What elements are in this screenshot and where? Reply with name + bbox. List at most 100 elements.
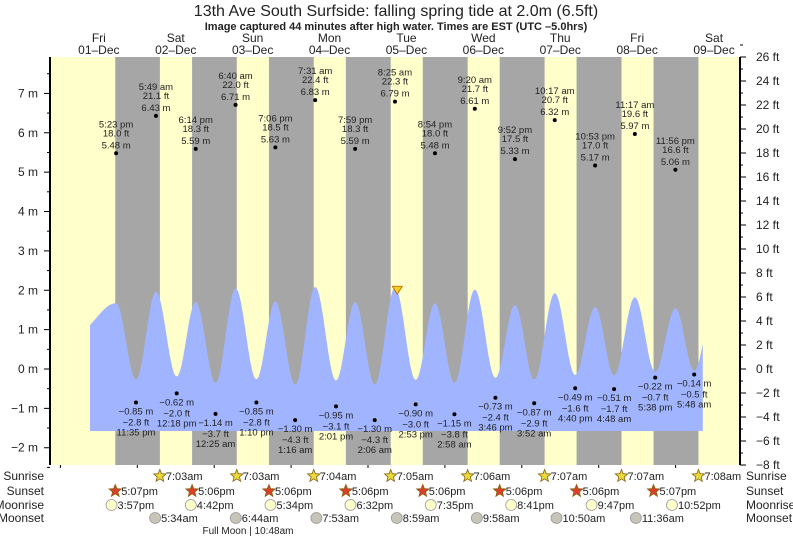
sunrise-icon [229,468,245,483]
right-axis-tick-label: 14 ft [756,194,780,208]
low-tide-m: −1.15 m [437,418,472,429]
low-tide-m: −0.87 m [517,407,552,418]
sunrise-time: 7:05am [397,471,434,483]
low-tide-point [293,418,298,423]
moon-phase-label: Full Moon | 10:48am [203,526,294,537]
high-tide-point [114,151,119,156]
moonrise-time: 7:35pm [437,500,474,512]
left-axis-tick-label: 1 m [18,323,38,337]
sunrise-icon [691,468,706,483]
moonrise-time: 4:42pm [197,500,234,512]
row-label-sunset-right: Sunset [746,484,784,498]
day-label-dow: Sat [167,31,186,45]
day-label-dow: Sun [242,31,263,45]
high-tide-point [472,106,477,111]
low-tide-time: 5:48 am [677,400,711,411]
high-tide-ft: 19.6 ft [622,109,649,120]
low-tide-ft: −0.7 ft [642,393,669,404]
low-tide-ft: −3.1 ft [323,421,350,432]
right-axis-tick-label: 2 ft [756,338,773,352]
high-tide-m: 5.63 m [261,134,290,145]
low-tide-time: 2:06 am [358,445,392,456]
high-tide-ft: 16.6 ft [662,145,689,156]
high-tide-time: 7:59 pm [338,115,372,126]
high-tide-time: 7:31 am [298,66,332,77]
left-axis-tick-label: 3 m [18,244,38,258]
moonrise-icon [424,499,437,511]
low-tide-time: 3:52 am [517,428,551,439]
high-tide-point [193,146,198,151]
left-axis-tick-label: 6 m [18,126,38,140]
low-tide-point [653,375,658,380]
moonrise-icon [505,499,518,511]
high-tide-ft: 17.5 ft [502,134,529,145]
low-tide-m: −0.85 m [119,406,154,417]
day-label-dow: Fri [630,31,644,45]
chart-title: 13th Ave South Surfside: falling spring … [194,3,598,20]
low-tide-point [334,404,339,409]
high-tide-time: 9:52 pm [498,125,532,136]
right-axis-tick-label: 20 ft [756,122,780,136]
moonrise-time: 9:47pm [598,500,635,512]
right-axis-tick-label: −4 ft [756,410,780,424]
sunset-icon [492,483,507,498]
right-axis-tick-label: 24 ft [756,74,780,88]
left-axis-tick-label: 2 m [18,283,38,297]
low-tide-time: 3:46 pm [478,423,512,434]
low-tide-time: 4:40 pm [558,413,592,424]
moonset-time: 9:58am [483,513,520,525]
low-tide-time: 1:10 pm [239,427,273,438]
low-tide-point [254,400,259,405]
high-tide-ft: 22.4 ft [302,75,329,86]
moonset-time: 8:59am [403,513,440,525]
sunrise-time: 7:06am [474,471,511,483]
high-tide-m: 5.59 m [341,136,370,147]
low-tide-time: 2:58 am [437,439,471,450]
high-tide-m: 5.17 m [581,152,610,163]
left-axis-tick-label: 5 m [18,165,38,179]
high-tide-ft: 18.5 ft [262,122,289,133]
low-tide-ft: −3.8 ft [441,429,468,440]
sunrise-icon [460,468,475,483]
high-tide-ft: 22.0 ft [222,80,249,91]
low-tide-ft: −2.4 ft [482,413,509,424]
low-tide-point [532,401,537,406]
high-tide-m: 5.06 m [661,157,690,168]
high-tide-point [153,113,158,118]
day-label-date: 06–Dec [463,43,504,57]
high-tide-time: 11:17 am [615,100,654,111]
sunset-time: 5:06pm [429,486,466,498]
moonrise-icon [264,499,277,511]
low-tide-point [133,400,138,405]
sunrise-time: 7:04am [320,471,357,483]
left-axis-tick-label: −2 m [11,441,38,455]
right-axis-tick-label: −2 ft [756,386,780,400]
low-tide-point [612,387,617,392]
low-tide-m: −0.73 m [478,402,513,413]
sunset-time: 5:06pm [198,486,235,498]
right-axis-tick-label: 10 ft [756,242,780,256]
moonrise-time: 8:41pm [517,500,554,512]
low-tide-point [213,411,218,416]
left-axis-tick-label: −1 m [11,401,38,415]
low-tide-m: −0.85 m [239,406,274,417]
moonrise-time: 5:34pm [276,500,313,512]
low-tide-m: −1.30 m [278,424,313,435]
high-tide-time: 6:14 pm [179,115,213,126]
sunset-icon [108,483,123,498]
high-tide-ft: 18.0 ft [422,128,449,139]
high-tide-m: 6.32 m [540,107,569,118]
row-label-moonrise-left: Moonrise [0,498,44,512]
sunset-time: 5:07pm [660,486,697,498]
day-label-dow: Mon [318,31,341,45]
low-tide-time: 5:38 pm [638,403,672,414]
low-tide-point [452,412,457,417]
day-label-date: 07–Dec [540,43,581,57]
day-label-date: 03–Dec [232,43,273,57]
sunrise-time: 7:03am [243,471,280,483]
high-tide-point [673,167,678,172]
sunset-icon [415,483,431,498]
moonset-icon [390,512,403,524]
left-axis-tick-label: 4 m [18,205,38,219]
